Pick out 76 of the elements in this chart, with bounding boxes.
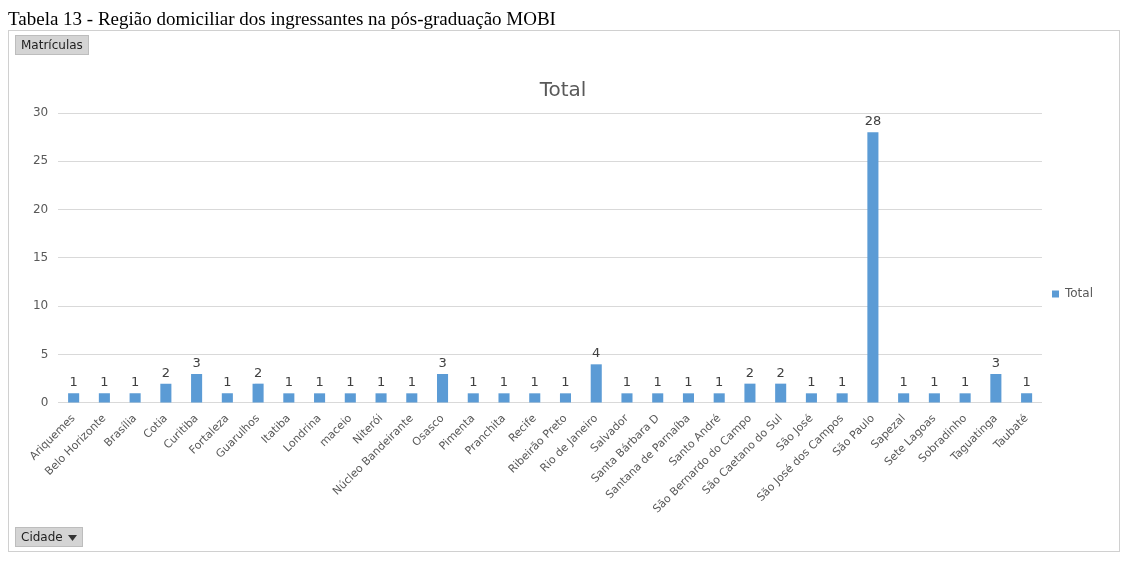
bar <box>68 393 80 403</box>
data-label: 1 <box>499 374 509 390</box>
bar <box>467 393 479 403</box>
bar <box>959 393 971 403</box>
y-tick-label: 20 <box>32 201 49 216</box>
data-label: 3 <box>991 354 1000 370</box>
text: Tabela 13 - Região domiciliar dos ingressantes na pós-graduação MOBI <box>8 8 557 30</box>
data-label: 1 <box>622 374 632 390</box>
y-tick-label: 30 <box>32 105 49 120</box>
bar <box>221 393 233 403</box>
bar <box>191 373 203 403</box>
data-label: 1 <box>130 374 140 390</box>
bar <box>990 373 1002 403</box>
bar <box>98 393 110 403</box>
bar <box>713 393 725 403</box>
bar <box>775 383 787 403</box>
bar <box>652 393 664 403</box>
data-label: 2 <box>253 364 263 380</box>
y-tick-label: 25 <box>32 153 49 168</box>
data-label: 1 <box>1022 374 1031 390</box>
data-label: 1 <box>284 374 293 390</box>
data-label: 1 <box>960 374 970 390</box>
y-tick-label: 15 <box>32 250 49 265</box>
bar <box>1021 393 1033 403</box>
data-label: 4 <box>592 345 601 361</box>
data-label: 1 <box>838 374 847 390</box>
data-label: 2 <box>161 364 170 380</box>
data-label: 1 <box>899 374 908 390</box>
bar <box>928 393 940 403</box>
data-label: 1 <box>407 374 416 390</box>
legend-label: Total <box>1063 286 1094 301</box>
data-label: 1 <box>684 374 693 390</box>
bar <box>529 393 541 403</box>
bar <box>867 132 879 403</box>
bar <box>836 393 848 403</box>
y-tick-label: 5 <box>40 346 49 361</box>
data-label: 1 <box>315 374 324 390</box>
data-label: 1 <box>653 374 662 390</box>
y-tick-label: 10 <box>32 298 49 313</box>
data-label: 1 <box>930 374 939 390</box>
bar <box>252 383 264 403</box>
data-label: 1 <box>376 374 386 390</box>
bar <box>437 373 449 403</box>
bar <box>744 383 756 403</box>
data-label: 3 <box>192 354 201 370</box>
bar <box>805 393 817 403</box>
bar <box>344 393 356 403</box>
data-label: 1 <box>100 374 109 390</box>
bar <box>283 393 295 403</box>
data-label: 1 <box>807 374 816 390</box>
chart-title: Total <box>538 77 587 102</box>
data-label: 1 <box>346 374 355 390</box>
bar <box>406 393 418 403</box>
text: Cidade <box>15 527 83 547</box>
bar <box>498 393 510 403</box>
data-label: 1 <box>715 374 724 390</box>
bar <box>559 393 572 403</box>
data-label: 28 <box>864 113 882 129</box>
bar <box>898 393 910 403</box>
data-label: 1 <box>530 374 539 390</box>
data-label: 1 <box>561 374 570 390</box>
data-label: 1 <box>69 374 78 390</box>
text: Matrículas <box>15 35 89 55</box>
bar <box>314 393 326 403</box>
data-label: 2 <box>776 364 785 380</box>
bar <box>682 393 694 403</box>
bar <box>621 393 633 403</box>
data-label: 2 <box>745 364 755 380</box>
data-label: 1 <box>469 374 478 390</box>
bar <box>590 364 602 403</box>
bar <box>160 383 172 403</box>
data-label: 1 <box>223 374 232 390</box>
bar <box>129 393 141 403</box>
y-tick-label: 0 <box>40 395 49 410</box>
bar <box>375 393 387 403</box>
data-label: 3 <box>438 354 447 370</box>
